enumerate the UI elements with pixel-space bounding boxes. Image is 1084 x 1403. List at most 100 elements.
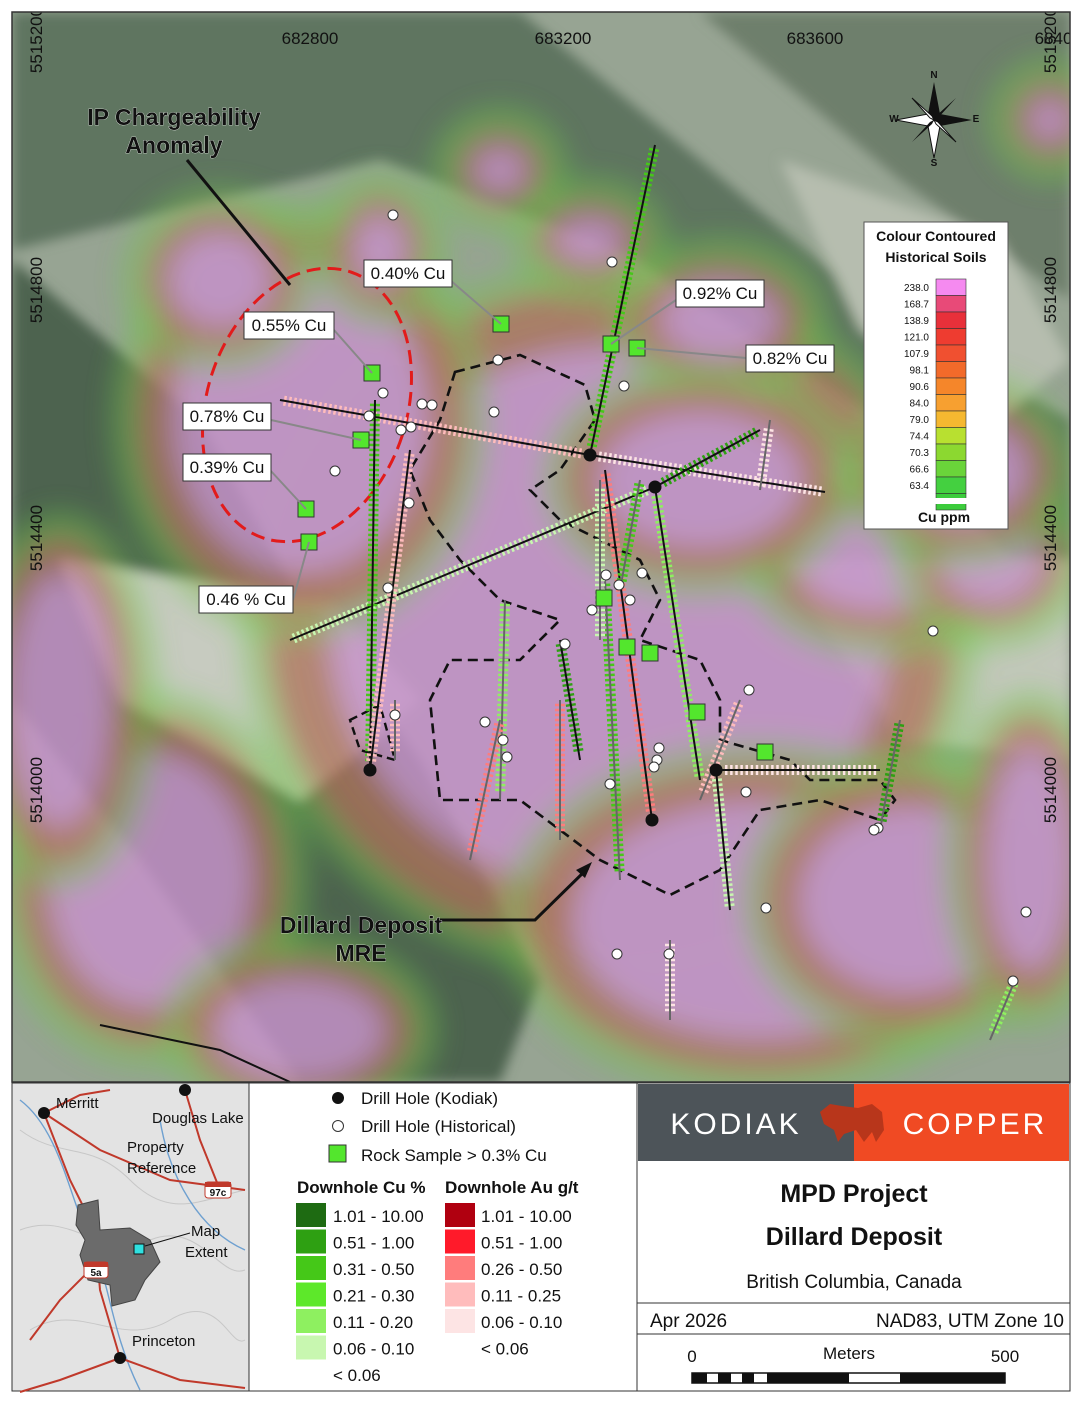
deposit-title: Dillard Deposit [766,1223,943,1251]
callout-box [182,402,272,431]
rock-sample [618,638,636,656]
historical-drill-hole [377,387,389,399]
legend-label: Drill Hole (Historical) [361,1117,516,1136]
map-frame: 0.40% Cu 0.92% Cu 0.82% Cu 0.55% Cu 0.78% Cu… [12,7,1070,1082]
drill-trace [715,769,731,911]
project-title: MPD Project [780,1180,928,1208]
kodiak-drill-hole [709,763,723,777]
drill-trace [589,454,826,493]
cu-range: 0.51 - 1.00 [333,1234,414,1253]
rock-sample-label: 0.46 % Cu [206,590,285,609]
northing-label: 5514000 [27,757,46,823]
cu-swatch [296,1309,326,1333]
historical-drill-hole [648,761,660,773]
legend-symbol [328,1144,347,1163]
soil-value: 138.9 [904,316,929,327]
historical-drill-hole [613,579,625,591]
rock-sample [756,743,774,761]
historical-drill-hole [405,421,417,433]
historical-drill-hole [653,742,665,754]
soil-value: 66.6 [910,465,930,476]
legend-heading: Downhole Cu % [297,1178,425,1197]
cu-swatch [296,1335,326,1360]
drill-trace [759,419,771,491]
callout-leader [636,347,747,359]
historical-drill-hole [501,751,513,763]
historical-drill-hole [606,256,618,268]
logo-left-panel [638,1084,854,1161]
northing-label: 5514400 [1041,505,1060,571]
legend-title: Historical Soils [885,249,986,265]
inset-label: Reference [127,1160,196,1177]
soil-value: 121.0 [904,333,929,344]
rock-sample-label: 0.39% Cu [190,458,265,477]
historical-drill-hole [488,406,500,418]
historical-drill-hole [416,398,428,410]
drill-trace [604,579,621,881]
historical-drill-hole [479,716,491,728]
scale-bar-segment [718,1373,731,1383]
scale-bar [691,1372,1006,1384]
rock-sample-label: 0.82% Cu [753,349,828,368]
soil-value: 168.7 [904,300,929,311]
au-range: 1.01 - 10.00 [481,1207,572,1226]
legend-label: Drill Hole (Kodiak) [361,1089,498,1108]
callout-box [675,279,765,308]
northing-label: 5515200 [27,7,46,73]
leader-line [144,1232,191,1247]
soil-swatch [935,394,967,412]
highway-shield [83,1261,109,1279]
scale-bar-segment [742,1373,754,1383]
drill-trace [369,399,376,771]
historical-drill-hole [1020,906,1032,918]
town-label: Merritt [56,1095,99,1112]
soil-value: 63.4 [910,481,930,492]
soil-value: 79.0 [910,415,930,426]
au-swatch [445,1282,475,1307]
easting-label: 682800 [282,29,339,48]
kodiak-drill-hole [645,813,659,827]
cu-range: 0.31 - 0.50 [333,1260,414,1279]
callout-box [198,585,294,614]
location-text: British Columbia, Canada [746,1272,962,1293]
historical-drill-hole [497,734,509,746]
soil-core [1028,98,1070,142]
drill-trace [654,429,761,488]
callout-leader [333,329,373,374]
historical-drill-hole [743,684,755,696]
logo-text: KODIAK [670,1108,801,1141]
rock-sample-label: 0.78% Cu [190,407,265,426]
road [99,1024,291,1082]
drill-trace [369,449,411,771]
callout-leader [269,469,307,510]
drill-trace [619,479,641,591]
legend-unit: Cu ppm [918,509,970,525]
callouts: 0.40% Cu 0.92% Cu 0.82% Cu 0.55% Cu 0.78% Cu… [182,259,835,614]
arrowhead [576,862,592,878]
callout-box [182,453,272,482]
inset-roads [19,1089,246,1393]
historical-drill-hole [760,902,772,914]
highway-label: 97c [210,1188,227,1199]
map-border [11,11,1071,1083]
logo-right-panel [854,1084,1069,1161]
legend-title: Colour Contoured [876,228,996,244]
kodiak-drill-hole [363,763,377,777]
northing-label: 5514000 [1041,757,1060,823]
historical-drill-hole [600,569,612,581]
historical-drill-hole [636,567,648,579]
town-label: Douglas Lake [152,1110,244,1127]
legend-mask [870,498,1000,504]
callout-box [363,259,453,288]
title-block: KODIAK COPPER MPD Project Dillard Deposi… [636,1082,1071,1392]
rock-sample-label: 0.92% Cu [683,284,758,303]
cu-range: < 0.06 [333,1366,381,1385]
scale-bar-segment [767,1373,849,1383]
legend-heading: Downhole Au g/t [445,1178,579,1197]
rock-sample-label: 0.55% Cu [252,316,327,335]
soils-legend: Colour Contoured Historical Soils 238.0 168… [863,221,1009,530]
historical-drill-hole [395,424,407,436]
map-annotation: MRE [335,940,386,966]
historical-drill-hole [426,399,438,411]
